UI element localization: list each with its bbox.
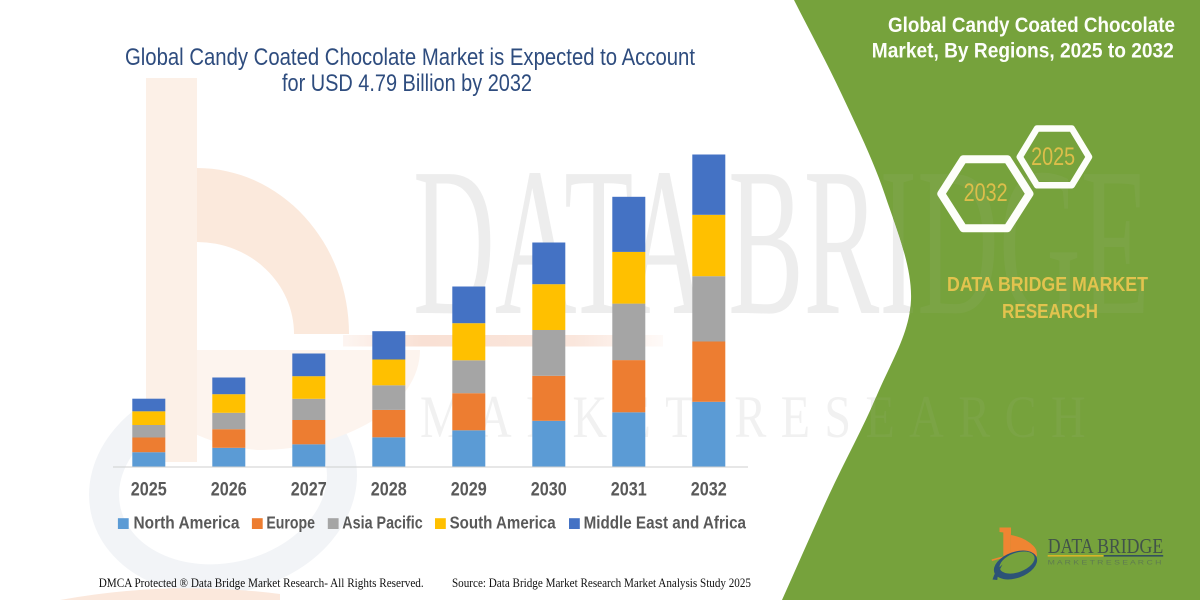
svg-text:2025: 2025	[1031, 143, 1075, 171]
svg-text:DATA BRIDGE: DATA BRIDGE	[1048, 534, 1164, 558]
svg-text:2029: 2029	[451, 479, 487, 500]
svg-text:Global Candy Coated Chocolate: Global Candy Coated Chocolate Market is …	[125, 44, 695, 71]
svg-text:Global Candy Coated Chocolate: Global Candy Coated Chocolate	[888, 13, 1175, 37]
svg-text:2030: 2030	[531, 479, 567, 500]
svg-text:2025: 2025	[131, 479, 167, 500]
svg-text:M A R K E T R E S E A R C H: M A R K E T R E S E A R C H	[1048, 560, 1162, 566]
svg-text:Europe: Europe	[266, 513, 315, 533]
svg-text:2026: 2026	[211, 479, 247, 500]
svg-text:Asia Pacific: Asia Pacific	[342, 513, 423, 533]
svg-text:Market, By Regions, 2025 to 20: Market, By Regions, 2025 to 2032	[872, 39, 1174, 63]
svg-text:DATA BRIDGE MARKET: DATA BRIDGE MARKET	[947, 273, 1148, 296]
svg-text:Middle East and Africa: Middle East and Africa	[584, 513, 747, 533]
svg-text:for USD 4.79 Billion by 2032: for USD 4.79 Billion by 2032	[282, 70, 532, 97]
svg-text:2031: 2031	[611, 479, 647, 500]
svg-text:North America: North America	[134, 513, 240, 533]
svg-text:2032: 2032	[964, 179, 1008, 207]
svg-text:2032: 2032	[691, 479, 727, 500]
svg-text:DMCA Protected ® Data Bridge M: DMCA Protected ® Data Bridge Market Rese…	[99, 575, 424, 590]
svg-text:South America: South America	[450, 513, 556, 533]
svg-text:2027: 2027	[291, 479, 327, 500]
svg-text:Source: Data Bridge Market Res: Source: Data Bridge Market Research Mark…	[452, 575, 751, 590]
svg-text:RESEARCH: RESEARCH	[1002, 300, 1098, 323]
svg-text:2028: 2028	[371, 479, 407, 500]
